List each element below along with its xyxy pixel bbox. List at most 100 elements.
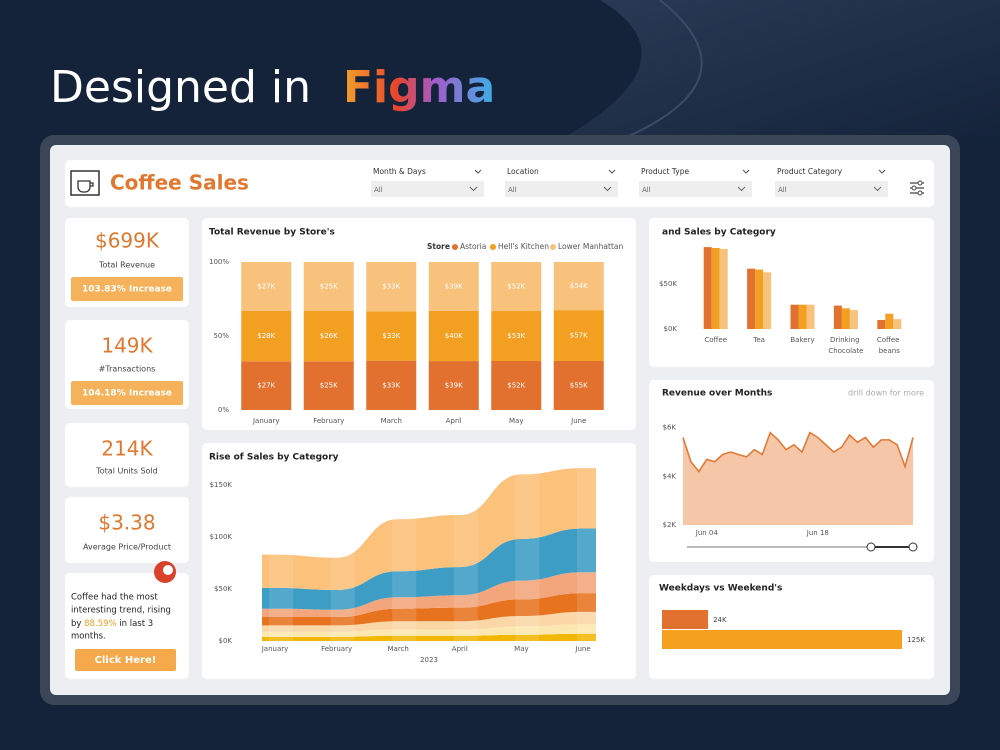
logo-frame — [70, 170, 100, 196]
settings-icon[interactable] — [910, 180, 924, 196]
chevron — [474, 169, 482, 174]
kpi-value: $699K — [95, 229, 160, 253]
slider-handle[interactable] — [866, 542, 876, 552]
y-tick-label: $50K — [659, 280, 677, 288]
bg-curve — [560, 0, 1000, 140]
bar-segment — [241, 310, 292, 362]
value-label: $57K — [570, 332, 588, 340]
kpi-badge-text: 104.18% Increase — [82, 389, 172, 399]
column-shade — [577, 464, 601, 641]
sticker-cup — [163, 565, 173, 575]
value-label: $28K — [257, 332, 275, 340]
kpi-label: Total Units Sold — [95, 467, 158, 476]
x-tick-label: June — [574, 645, 590, 653]
chart-title: Revenue over Months — [662, 389, 772, 399]
chevron — [873, 186, 882, 192]
label-line: Chocolate — [828, 347, 863, 355]
x-tick-label: Jun 18 — [806, 529, 829, 537]
bar — [849, 310, 858, 329]
bar-segment — [491, 262, 542, 312]
insight-part: in last 3 — [117, 619, 154, 629]
button[interactable] — [75, 649, 176, 671]
bar — [833, 305, 842, 329]
x-tick-label: April — [452, 645, 468, 653]
x-tick-label: June — [570, 417, 586, 425]
bar-segment — [491, 360, 542, 410]
x-tick-label: January — [252, 417, 280, 425]
filter-label: Product Category — [777, 167, 843, 176]
insight-text: interesting trend, rising — [71, 606, 171, 616]
value-label: $52K — [507, 381, 525, 389]
card — [65, 423, 189, 487]
kpi-value: 214K — [101, 437, 153, 461]
dropdown[interactable] — [505, 181, 618, 197]
kpi-label: Total Revenue — [98, 261, 155, 270]
bar — [719, 248, 728, 329]
y-tick-label: 50% — [213, 332, 229, 340]
dropdown-value: All — [778, 186, 787, 194]
x-tick-label: Bakery — [790, 336, 814, 344]
x-tick-label: Drinking Chocolate — [828, 336, 863, 355]
dropdown-value: All — [642, 186, 651, 194]
chart-title: Weekdays vs Weekend's — [659, 584, 782, 594]
column-shade — [515, 464, 540, 641]
value-label: $33K — [382, 283, 400, 291]
legend-label: Lower Manhattan — [558, 242, 623, 251]
dropdown[interactable] — [639, 181, 752, 197]
x-tick-label: February — [313, 417, 344, 425]
y-tick-label: $2K — [663, 521, 677, 529]
dropdown[interactable] — [775, 181, 888, 197]
insight-part: by — [71, 619, 84, 629]
value-label: $25K — [320, 382, 338, 390]
bar — [755, 269, 764, 329]
bar-segment — [491, 311, 542, 361]
button-label[interactable]: Click Here! — [95, 655, 157, 666]
chevron — [469, 186, 478, 192]
column-shade — [330, 464, 355, 641]
value-label: $33K — [382, 381, 400, 389]
label-line: beans — [879, 347, 900, 355]
chart-title: Total Revenue by Store's — [209, 228, 335, 238]
x-tick-label: Coffee beans — [877, 336, 902, 355]
kpi-label: Average Price/Product — [83, 543, 171, 552]
insight-text: months. — [71, 632, 106, 642]
label-line: Drinking — [830, 336, 862, 344]
bar-segment — [366, 262, 417, 312]
line — [682, 431, 914, 473]
y-tick-label: 0% — [218, 406, 229, 414]
slider-handle[interactable] — [908, 542, 918, 552]
x-tick-label: Coffee — [704, 336, 727, 344]
chevron — [742, 169, 750, 174]
legend-swatch — [452, 244, 458, 250]
y-tick-label: 100% — [209, 258, 229, 266]
legend-label: Astoria — [460, 242, 486, 251]
card — [65, 497, 189, 563]
bar — [703, 247, 712, 329]
y-tick-label: $150K — [210, 481, 233, 489]
x-tick-label: March — [388, 645, 409, 653]
bar — [877, 320, 886, 329]
dropdown[interactable] — [371, 181, 484, 197]
insight-text: Coffee had the most — [71, 593, 158, 603]
column-shade — [269, 464, 293, 641]
y-tick-label: $0K — [219, 637, 233, 645]
value-label: $27K — [257, 282, 275, 290]
bg-line — [619, 0, 703, 141]
area-layer — [262, 468, 596, 590]
value-label: $40K — [445, 332, 463, 340]
bar — [662, 630, 902, 649]
chart-subtitle: drill down for more — [848, 389, 924, 398]
chevron — [737, 186, 746, 192]
kpi-badge — [71, 381, 183, 405]
bar-segment — [553, 262, 604, 311]
bar-segment — [428, 310, 479, 362]
legend-label: Hell's Kitchen — [498, 242, 549, 251]
bar — [806, 304, 815, 329]
label-line: Coffee — [877, 336, 902, 344]
insight-part: 88.59% — [84, 619, 116, 629]
legend-swatch — [550, 244, 556, 250]
chart-title: Rise of Sales by Category — [209, 453, 339, 463]
content: Month & Days All Location All Product Type Al… — [71, 167, 925, 671]
kpi-badge — [71, 277, 183, 301]
logo — [70, 170, 100, 196]
